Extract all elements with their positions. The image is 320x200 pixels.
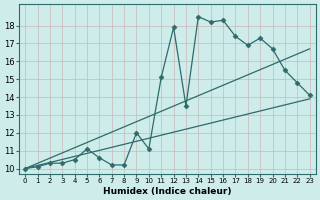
X-axis label: Humidex (Indice chaleur): Humidex (Indice chaleur) <box>103 187 232 196</box>
